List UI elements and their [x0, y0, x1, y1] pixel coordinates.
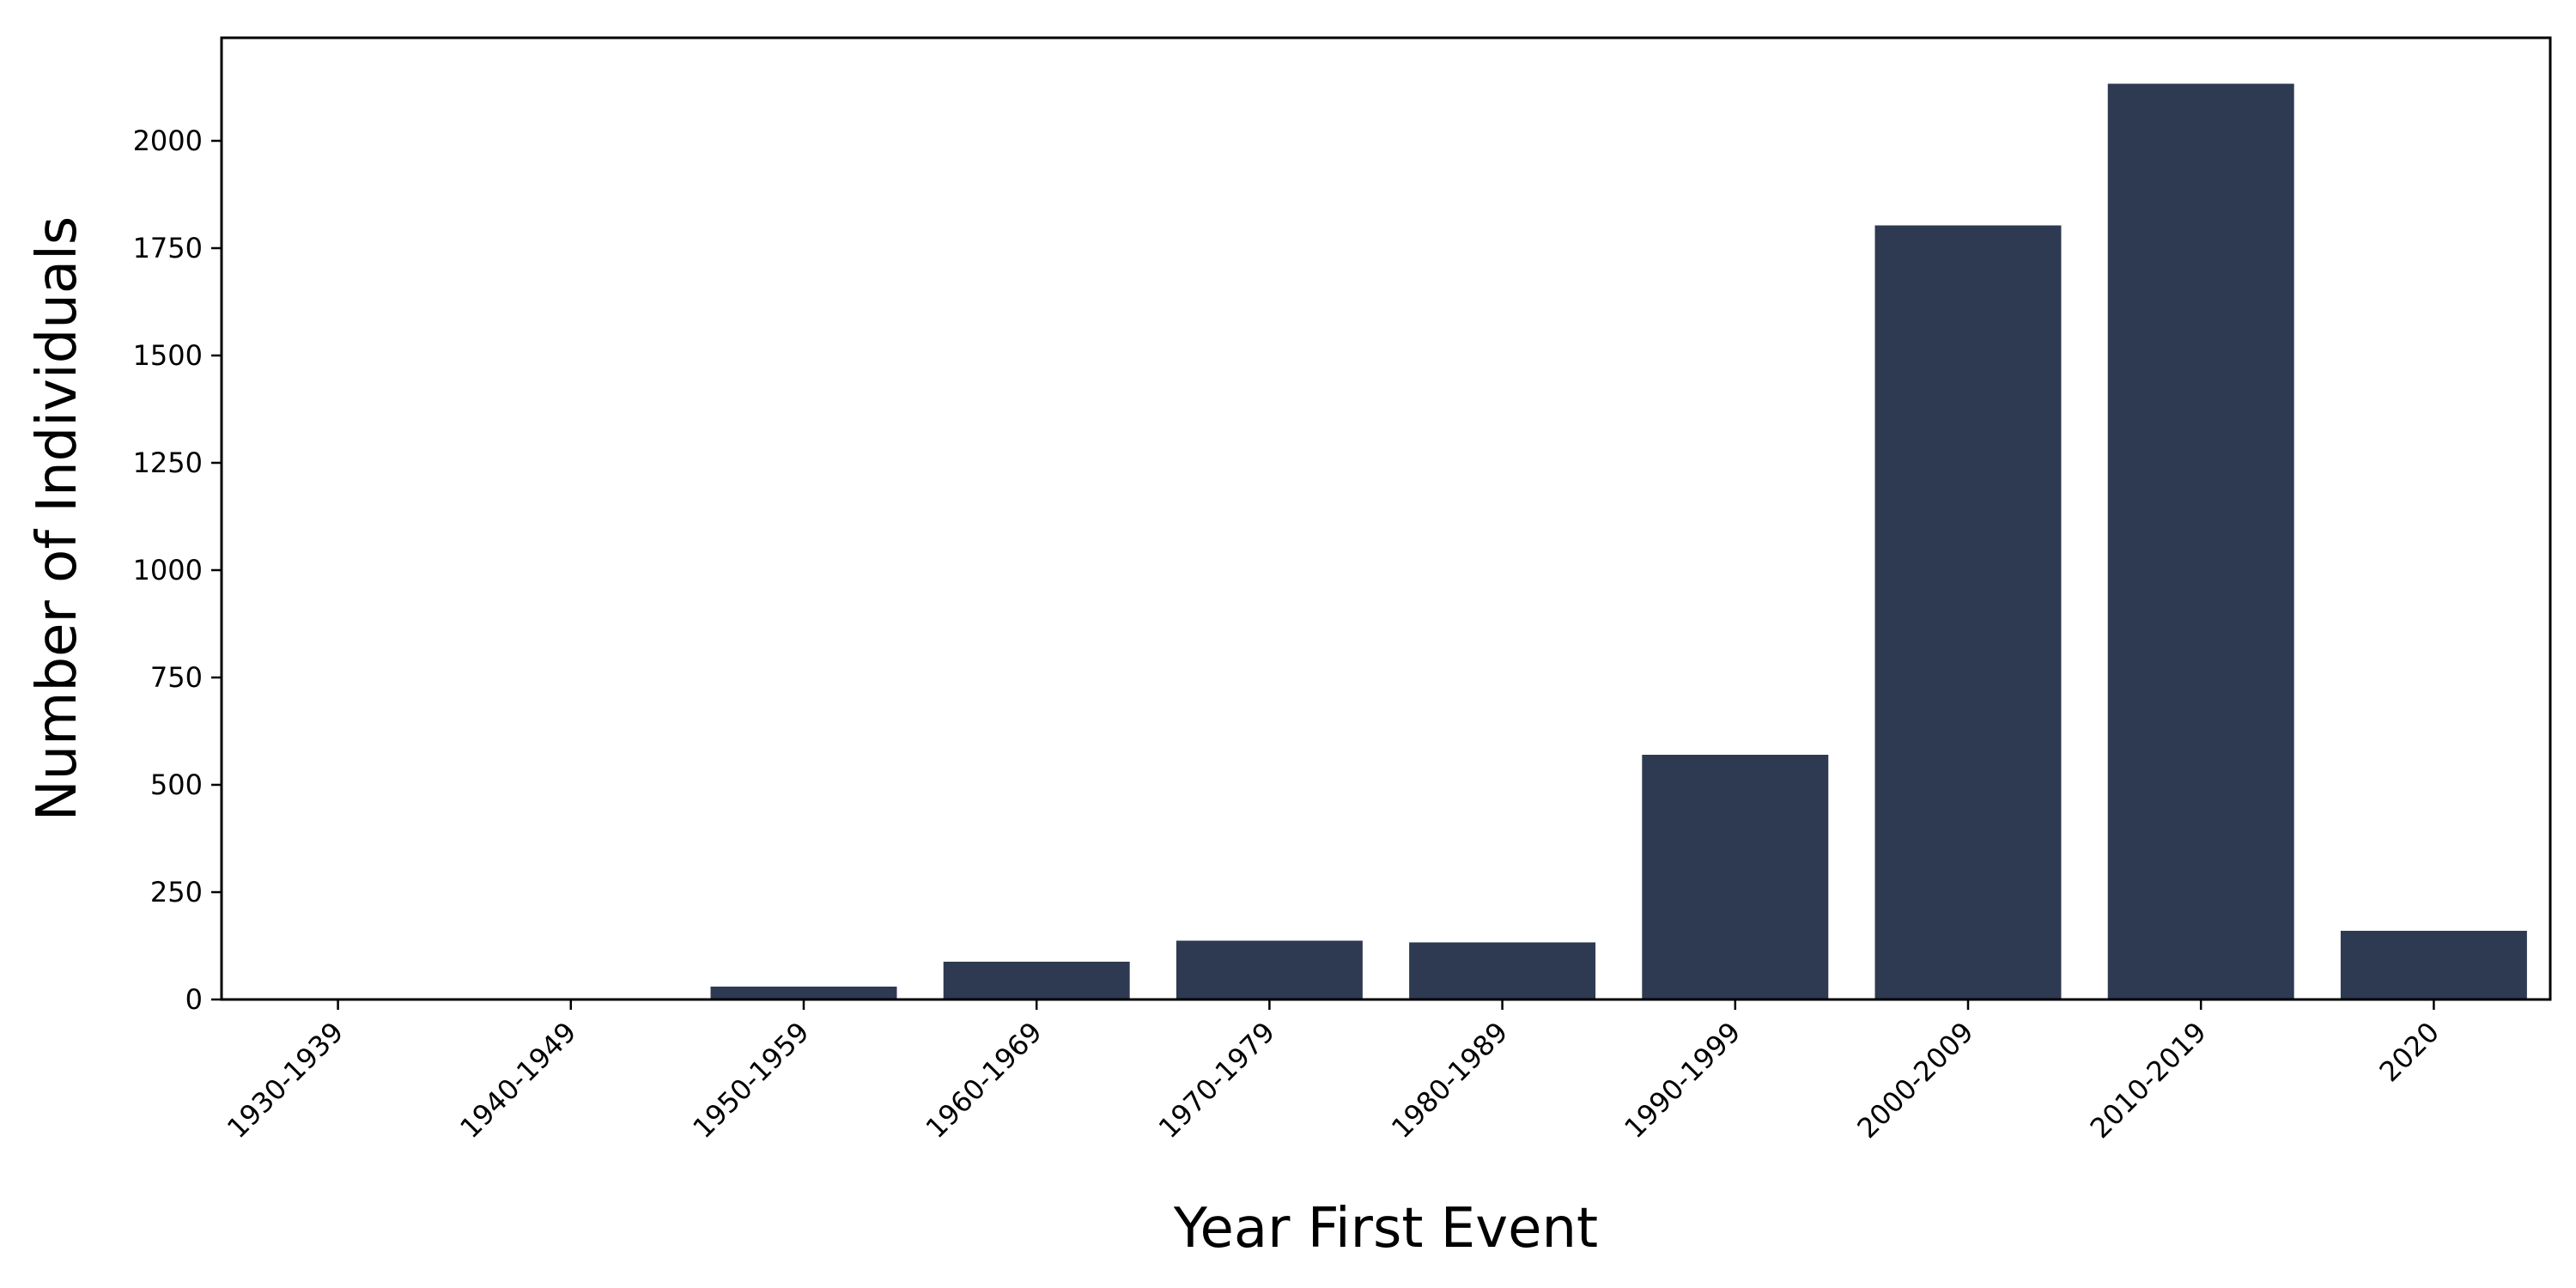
y-axis-title: Number of Individuals: [26, 216, 89, 822]
x-tick-label: 1980-1989: [1385, 1016, 1514, 1145]
y-tick-label: 1000: [133, 554, 203, 586]
x-tick-label: 1950-1959: [686, 1016, 815, 1145]
bar-2020: [2340, 931, 2527, 999]
y-tick-label: 1500: [133, 339, 203, 372]
x-tick-label: 1990-1999: [1618, 1016, 1747, 1145]
x-tick-label: 1970-1979: [1152, 1016, 1281, 1145]
bar-1990-1999: [1642, 755, 1829, 999]
y-tick-label: 2000: [133, 125, 203, 157]
x-tick-label: 2020: [2373, 1016, 2445, 1088]
y-tick-label: 500: [150, 769, 203, 801]
bar-1960-1969: [943, 962, 1130, 999]
x-tick-label: 1960-1969: [920, 1016, 1048, 1145]
x-tick-label: 1940-1949: [453, 1016, 582, 1145]
x-tick-label: 2000-2009: [1850, 1016, 1979, 1145]
y-tick-label: 1250: [133, 447, 203, 479]
bar-1950-1959: [710, 987, 897, 999]
y-tick-label: 250: [150, 876, 203, 908]
y-tick-label: 0: [185, 983, 203, 1016]
bar-1970-1979: [1176, 940, 1363, 999]
bar-2000-2009: [1874, 225, 2062, 999]
y-tick-label: 1750: [133, 232, 203, 264]
x-axis-ticks: 1930-1939 1940-1949 1950-1959 1960-1969 1970…: [221, 999, 2445, 1145]
x-axis-title: Year First Event: [1173, 1197, 1598, 1261]
x-tick-label: 2010-2019: [2084, 1016, 2213, 1145]
bar-1980-1989: [1409, 942, 1596, 999]
bars-group: [245, 83, 2527, 999]
y-tick-label: 750: [150, 661, 203, 694]
bar-2010-2019: [2107, 83, 2294, 999]
plot-frame: [220, 36, 2552, 1001]
x-tick-label: 1930-1939: [221, 1016, 349, 1145]
y-axis-ticks: 0 250 500 750 1000 1250 1500 1750 2000: [133, 125, 222, 1016]
